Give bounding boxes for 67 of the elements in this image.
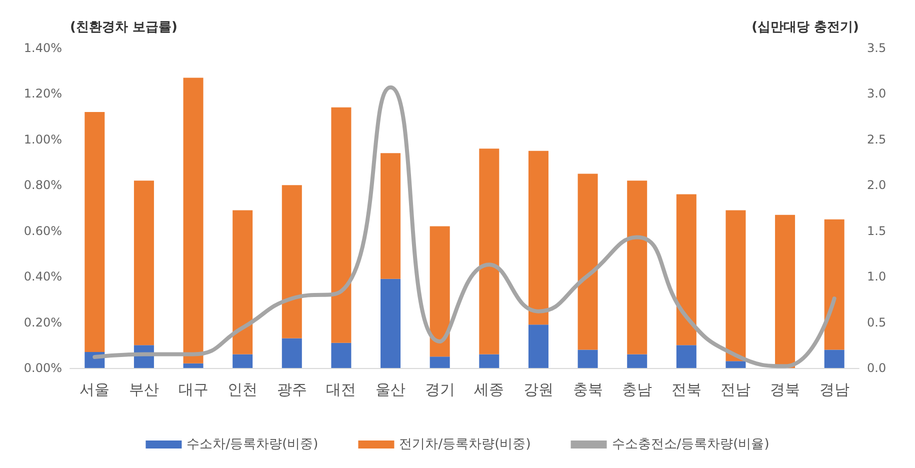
y2-tick-label: 3.0 xyxy=(867,86,886,101)
bar xyxy=(380,153,401,279)
y-tick-label: 0.60% xyxy=(24,224,62,238)
line-series xyxy=(92,85,836,368)
bar xyxy=(479,354,500,368)
x-tick-label: 대구 xyxy=(178,380,208,398)
bar xyxy=(232,354,253,368)
x-tick-label: 인천 xyxy=(228,380,258,398)
x-tick-label: 세종 xyxy=(474,380,504,398)
x-tick-label: 강원 xyxy=(523,380,554,398)
bar xyxy=(183,363,204,368)
bar xyxy=(430,356,450,368)
x-tick-label: 경기 xyxy=(424,380,455,398)
y2-tick-label: 1.5 xyxy=(867,224,886,238)
y2-tick-label: 2.0 xyxy=(867,178,886,192)
bar xyxy=(726,210,746,362)
bar xyxy=(824,219,844,350)
bar xyxy=(775,214,796,368)
x-tick-label: 경남 xyxy=(819,380,850,398)
y-tick-label: 1.40% xyxy=(24,41,62,55)
x-tick-label: 서울 xyxy=(80,380,110,398)
x-tick-label: 전남 xyxy=(720,380,751,398)
bar xyxy=(726,361,746,368)
y2-tick-label: 3.5 xyxy=(867,41,886,55)
bar xyxy=(528,324,548,368)
x-tick-label: 광주 xyxy=(276,380,307,398)
bar xyxy=(528,150,548,325)
bar xyxy=(479,148,500,354)
y-tick-label: 0.40% xyxy=(24,270,62,284)
y-tick-label: 0.80% xyxy=(24,178,62,192)
bar xyxy=(84,112,105,352)
x-tick-label: 부산 xyxy=(128,380,159,398)
x-tick-label: 울산 xyxy=(376,380,406,398)
bar xyxy=(578,350,598,368)
y2-axis-title: (십만대당 충전기) xyxy=(752,20,859,35)
bar xyxy=(430,226,450,357)
bar xyxy=(627,354,648,368)
bar xyxy=(282,338,302,368)
bar xyxy=(676,194,696,346)
bar xyxy=(134,180,154,346)
y-tick-label: 1.20% xyxy=(24,86,62,101)
x-tick-label: 대전 xyxy=(326,380,356,398)
bar xyxy=(627,180,648,354)
legend-label: 수소충전소/등록차량(비율) xyxy=(612,437,770,452)
x-tick-label: 경북 xyxy=(770,380,800,398)
legend-label: 전기차/등록차량(비중) xyxy=(399,437,531,452)
bar xyxy=(282,185,302,338)
y2-tick-label: 0.5 xyxy=(867,315,886,330)
bar xyxy=(380,278,401,368)
x-tick-label: 전북 xyxy=(671,380,702,398)
bar xyxy=(183,78,204,364)
legend-label: 수소차/등록차량(비중) xyxy=(186,437,318,452)
x-tick-label: 충북 xyxy=(572,380,603,398)
y-tick-label: 0.20% xyxy=(24,315,62,330)
y-axis-title: (친환경차 보급률) xyxy=(70,20,178,35)
bar xyxy=(824,350,844,368)
y2-tick-label: 0.0 xyxy=(867,361,886,375)
bar xyxy=(331,107,352,343)
x-tick-label: 충남 xyxy=(622,380,652,398)
bar xyxy=(232,210,253,354)
y2-tick-label: 2.5 xyxy=(867,132,886,146)
y-tick-label: 0.00% xyxy=(24,361,62,375)
y2-tick-label: 1.0 xyxy=(867,270,886,284)
bar xyxy=(331,342,352,368)
y-tick-label: 1.00% xyxy=(24,132,62,146)
bar xyxy=(578,174,598,350)
bar xyxy=(676,345,696,368)
